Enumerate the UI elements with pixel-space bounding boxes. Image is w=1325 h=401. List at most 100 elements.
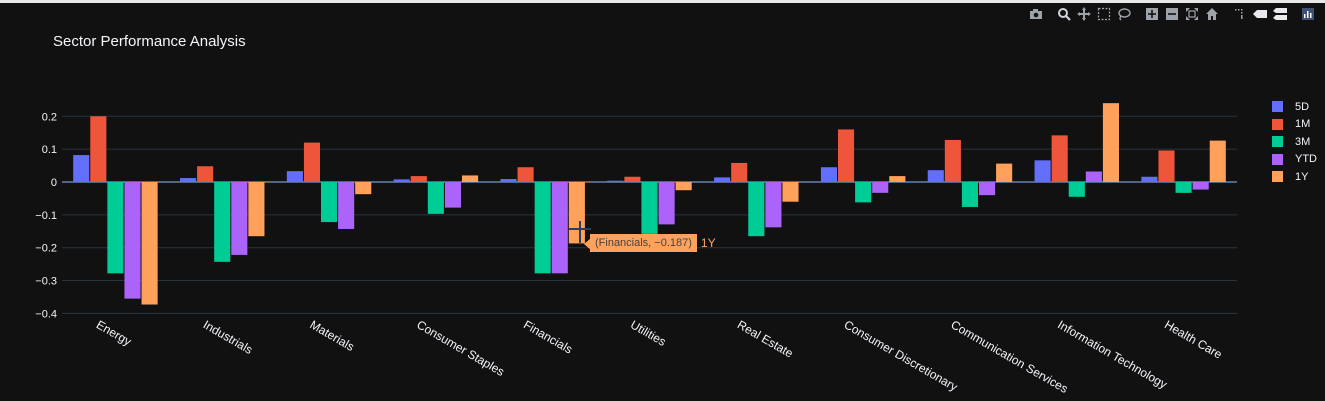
bar-5d-consumer-discretionary[interactable]: [820, 167, 837, 182]
bar-3m-real-estate[interactable]: [748, 182, 765, 237]
y-tick-label: 0.1: [42, 144, 57, 156]
pan-icon[interactable]: [1074, 6, 1094, 22]
y-tick-label: −0.2: [35, 243, 57, 255]
bar-1m-materials[interactable]: [303, 142, 320, 182]
bar-1m-energy[interactable]: [90, 116, 107, 182]
bar-3m-consumer-staples[interactable]: [427, 182, 444, 214]
bar-5d-health-care[interactable]: [1141, 176, 1158, 182]
legend-label: 1Y: [1295, 170, 1309, 183]
hover-crosshair: [569, 221, 591, 243]
legend-item-3m[interactable]: 3M: [1272, 133, 1317, 151]
bar-5d-real-estate[interactable]: [714, 177, 731, 182]
bar-1m-consumer-discretionary[interactable]: [838, 129, 855, 182]
lasso-icon[interactable]: [1114, 6, 1134, 22]
bar-1y-real-estate[interactable]: [782, 182, 799, 202]
legend: 5D 1M 3M YTD 1Y: [1272, 98, 1317, 186]
bar-1m-industrials[interactable]: [197, 166, 214, 182]
y-tick-label: −0.1: [35, 210, 57, 222]
bar-1m-financials[interactable]: [517, 167, 534, 182]
y-tick-label: 0.2: [42, 111, 57, 123]
bar-1m-consumer-staples[interactable]: [410, 176, 427, 182]
legend-item-1m[interactable]: 1M: [1272, 116, 1317, 134]
bar-1y-communication-services[interactable]: [996, 163, 1013, 182]
x-tick-label: Consumer Staples: [414, 317, 506, 378]
x-tick-label: Consumer Discretionary: [842, 317, 960, 393]
bar-ytd-information-technology[interactable]: [1085, 171, 1102, 182]
bar-5d-materials[interactable]: [286, 171, 303, 182]
bar-3m-communication-services[interactable]: [961, 182, 978, 207]
bar-ytd-industrials[interactable]: [231, 182, 248, 255]
legend-item-ytd[interactable]: YTD: [1272, 151, 1317, 169]
camera-icon[interactable]: [1026, 6, 1046, 22]
bar-ytd-utilities[interactable]: [658, 182, 675, 225]
bar-1y-information-technology[interactable]: [1102, 103, 1119, 182]
spike-lines-icon[interactable]: [1230, 6, 1250, 22]
bar-5d-energy[interactable]: [73, 155, 90, 182]
legend-swatch: [1272, 101, 1283, 113]
hover-tooltip: (Financials, −0.187) 1Y: [584, 234, 716, 252]
bar-5d-utilities[interactable]: [607, 180, 624, 182]
bar-5d-consumer-staples[interactable]: [393, 179, 410, 182]
modebar: [1026, 6, 1318, 22]
bar-ytd-consumer-discretionary[interactable]: [872, 182, 889, 193]
y-tick-labels: 0.2 0.1 0 −0.1 −0.2 −0.3 −0.4: [35, 111, 57, 320]
autoscale-icon[interactable]: [1182, 6, 1202, 22]
bar-1y-financials[interactable]: [568, 182, 585, 244]
legend-label: 3M: [1295, 135, 1311, 148]
legend-label: 5D: [1295, 100, 1310, 113]
bar-3m-industrials[interactable]: [214, 182, 231, 262]
bar-3m-utilities[interactable]: [641, 182, 658, 234]
legend-swatch: [1272, 136, 1283, 148]
hover-closest-icon[interactable]: [1250, 6, 1270, 22]
plotly-logo-icon[interactable]: [1298, 6, 1318, 22]
bar-ytd-financials[interactable]: [551, 182, 568, 274]
bar-ytd-energy[interactable]: [124, 182, 141, 299]
bar-1y-utilities[interactable]: [675, 182, 692, 191]
bar-ytd-communication-services[interactable]: [979, 182, 996, 196]
bar-3m-energy[interactable]: [107, 182, 124, 274]
legend-label: YTD: [1295, 153, 1317, 166]
bar-ytd-consumer-staples[interactable]: [444, 182, 461, 208]
bar-3m-financials[interactable]: [534, 182, 551, 274]
bar-5d-financials[interactable]: [500, 179, 517, 182]
hover-compare-icon[interactable]: [1270, 6, 1290, 22]
zoom-in-icon[interactable]: [1142, 6, 1162, 22]
zoom-icon[interactable]: [1054, 6, 1074, 22]
bar-5d-industrials[interactable]: [180, 178, 197, 182]
bar-1m-health-care[interactable]: [1158, 150, 1175, 182]
bar-1y-consumer-discretionary[interactable]: [889, 176, 906, 182]
box-select-icon[interactable]: [1094, 6, 1114, 22]
zoom-out-icon[interactable]: [1162, 6, 1182, 22]
hover-tooltip-value: (Financials, −0.187): [584, 234, 697, 252]
y-tick-label: −0.4: [35, 308, 57, 320]
window-top-border: [0, 0, 1325, 3]
bar-1y-health-care[interactable]: [1209, 140, 1226, 182]
bar-1m-real-estate[interactable]: [731, 162, 748, 182]
bar-ytd-materials[interactable]: [338, 182, 355, 229]
y-tick-label: 0: [51, 177, 57, 189]
bar-1y-materials[interactable]: [355, 182, 372, 195]
bar-1m-information-technology[interactable]: [1051, 135, 1068, 182]
reset-axes-icon[interactable]: [1202, 6, 1222, 22]
bar-5d-communication-services[interactable]: [927, 170, 944, 182]
bar-1y-energy[interactable]: [141, 182, 158, 305]
bar-3m-materials[interactable]: [321, 182, 338, 223]
bar-3m-information-technology[interactable]: [1068, 182, 1085, 197]
bar-3m-consumer-discretionary[interactable]: [855, 182, 872, 203]
bar-3m-health-care[interactable]: [1175, 182, 1192, 193]
bar-ytd-real-estate[interactable]: [765, 182, 782, 228]
bar-1y-consumer-staples[interactable]: [462, 175, 479, 182]
y-tick-label: −0.3: [35, 276, 57, 288]
bar-ytd-health-care[interactable]: [1192, 182, 1209, 190]
x-tick-label: Health Care: [1162, 317, 1225, 361]
legend-swatch: [1272, 171, 1283, 183]
bar-1m-communication-services[interactable]: [944, 139, 961, 182]
bar-1y-industrials[interactable]: [248, 182, 265, 237]
bar-5d-information-technology[interactable]: [1034, 160, 1051, 182]
legend-swatch: [1272, 118, 1283, 130]
x-tick-labels: Energy Industrials Materials Consumer Stapl…: [94, 317, 1225, 395]
legend-item-1y[interactable]: 1Y: [1272, 168, 1317, 186]
bar-1m-utilities[interactable]: [624, 176, 641, 182]
legend-item-5d[interactable]: 5D: [1272, 98, 1317, 116]
x-tick-label: Real Estate: [735, 317, 796, 360]
